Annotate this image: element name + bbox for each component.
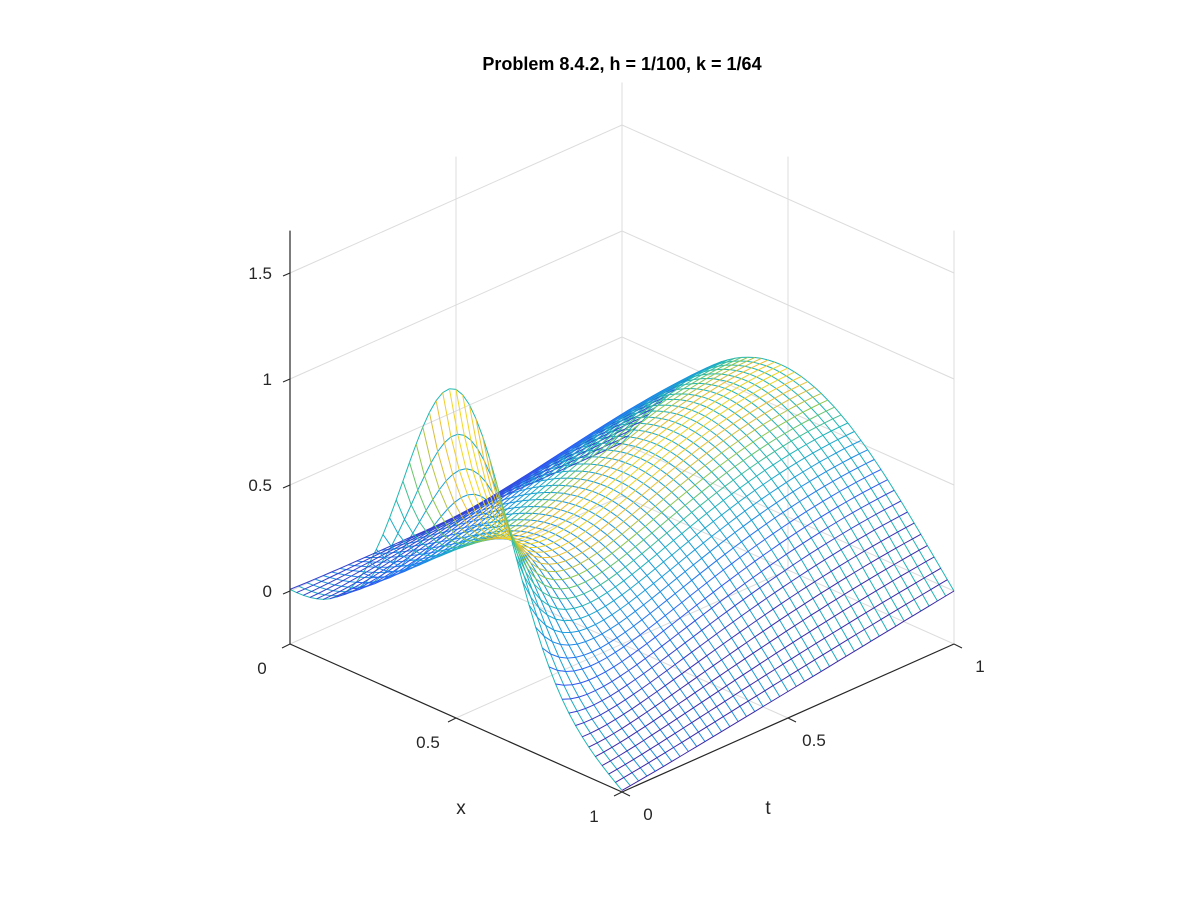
mesh-line-x [435, 359, 769, 540]
mesh-line-x [462, 371, 795, 549]
mesh-line-x [395, 359, 729, 552]
mesh-line-x [422, 357, 756, 541]
mesh-line-x [409, 356, 742, 545]
z-tick-label: 0.5 [248, 476, 272, 495]
z-tick-label: 1 [263, 370, 272, 389]
mesh-line-x [428, 357, 762, 540]
mesh-line-x [521, 431, 855, 622]
chart-title: Problem 8.4.2, h = 1/100, k = 1/64 [482, 54, 761, 74]
x-tick [281, 643, 291, 649]
mesh-line-x [601, 556, 935, 767]
mesh-line-x [548, 469, 882, 673]
z-tick [282, 378, 291, 383]
t-axis-label: t [765, 798, 771, 819]
mesh-line-x [615, 579, 948, 783]
t-tick [621, 791, 631, 797]
t-tick [787, 717, 797, 723]
mesh-line-x [535, 449, 868, 646]
mesh-line-x [608, 567, 941, 775]
x-tick [613, 791, 623, 797]
grid-line [621, 495, 955, 645]
mesh-line-x [389, 361, 722, 557]
mesh-line-x [582, 522, 915, 738]
t-tick [953, 643, 963, 649]
mesh-line-t [314, 493, 648, 777]
mesh-line-x [568, 500, 902, 714]
t-tick-label: 1 [975, 657, 984, 676]
mesh-line-x [442, 361, 775, 541]
mesh-line-x [482, 386, 815, 565]
mesh-line-x [336, 394, 669, 598]
x-tick-label: 1 [589, 807, 598, 826]
mesh-line-x [575, 511, 908, 726]
mesh-line-x [322, 407, 656, 600]
z-tick-label: 1.5 [248, 264, 272, 283]
mesh-line-t [414, 505, 747, 717]
t-tick-label: 0 [643, 805, 652, 824]
mesh-line-x [495, 399, 829, 581]
x-axis-label: x [456, 798, 466, 819]
mesh-line-x [415, 356, 749, 543]
z-tick [282, 272, 291, 277]
mesh-line-x [475, 381, 809, 559]
mesh-line-x [488, 392, 822, 573]
z-tick-label: 0 [263, 582, 272, 601]
mesh-line-x [595, 545, 928, 758]
mesh-line-x [621, 590, 955, 791]
mesh-line-x [542, 459, 875, 659]
mesh-line-x [468, 376, 802, 553]
surface-mesh [289, 356, 955, 791]
axes-layer [281, 230, 963, 797]
mesh-line-x [555, 479, 888, 686]
mesh-line-x [508, 414, 842, 600]
x-tick-label: 0.5 [416, 733, 440, 752]
mesh-line-x [382, 363, 716, 562]
x-tick [447, 717, 457, 723]
x-tick-label: 0 [257, 659, 266, 678]
z-tick [282, 590, 291, 595]
mesh-line-x [402, 357, 736, 548]
z-tick [282, 484, 291, 489]
mesh-line-x [528, 440, 862, 634]
mesh-line-x [515, 422, 849, 611]
mesh-line-x [448, 364, 782, 542]
mesh-line-x [588, 533, 922, 748]
mesh-line-t [331, 524, 664, 767]
mesh-line-x [502, 406, 835, 590]
mesh-line-x [562, 489, 895, 700]
t-tick-label: 0.5 [802, 731, 826, 750]
tick-labels: 0 0.5 1 1.5 0 0.5 1 0 0.5 1 [248, 264, 984, 826]
